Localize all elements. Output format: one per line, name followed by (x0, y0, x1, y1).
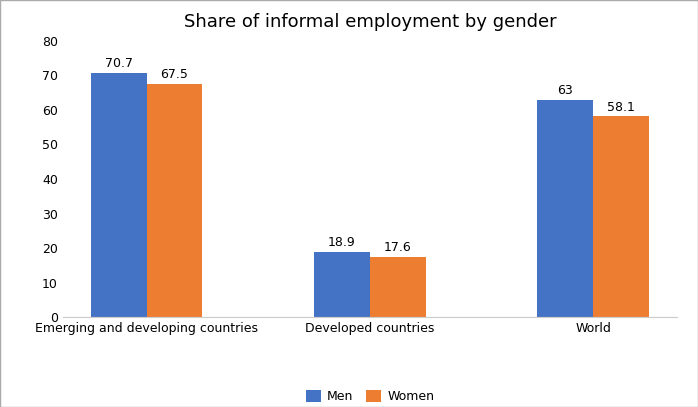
Title: Share of informal employment by gender: Share of informal employment by gender (184, 13, 556, 31)
Text: 17.6: 17.6 (384, 241, 412, 254)
Text: 70.7: 70.7 (105, 57, 133, 70)
Text: 58.1: 58.1 (607, 101, 635, 114)
Bar (537, 99, 593, 317)
Bar (593, 116, 649, 317)
Text: 67.5: 67.5 (161, 68, 188, 81)
Legend: Men, Women: Men, Women (301, 385, 439, 407)
Text: 63: 63 (558, 84, 573, 97)
Bar (314, 252, 370, 317)
Bar (370, 256, 426, 317)
Bar (147, 84, 202, 317)
Bar (91, 73, 147, 317)
Text: 18.9: 18.9 (328, 236, 356, 249)
